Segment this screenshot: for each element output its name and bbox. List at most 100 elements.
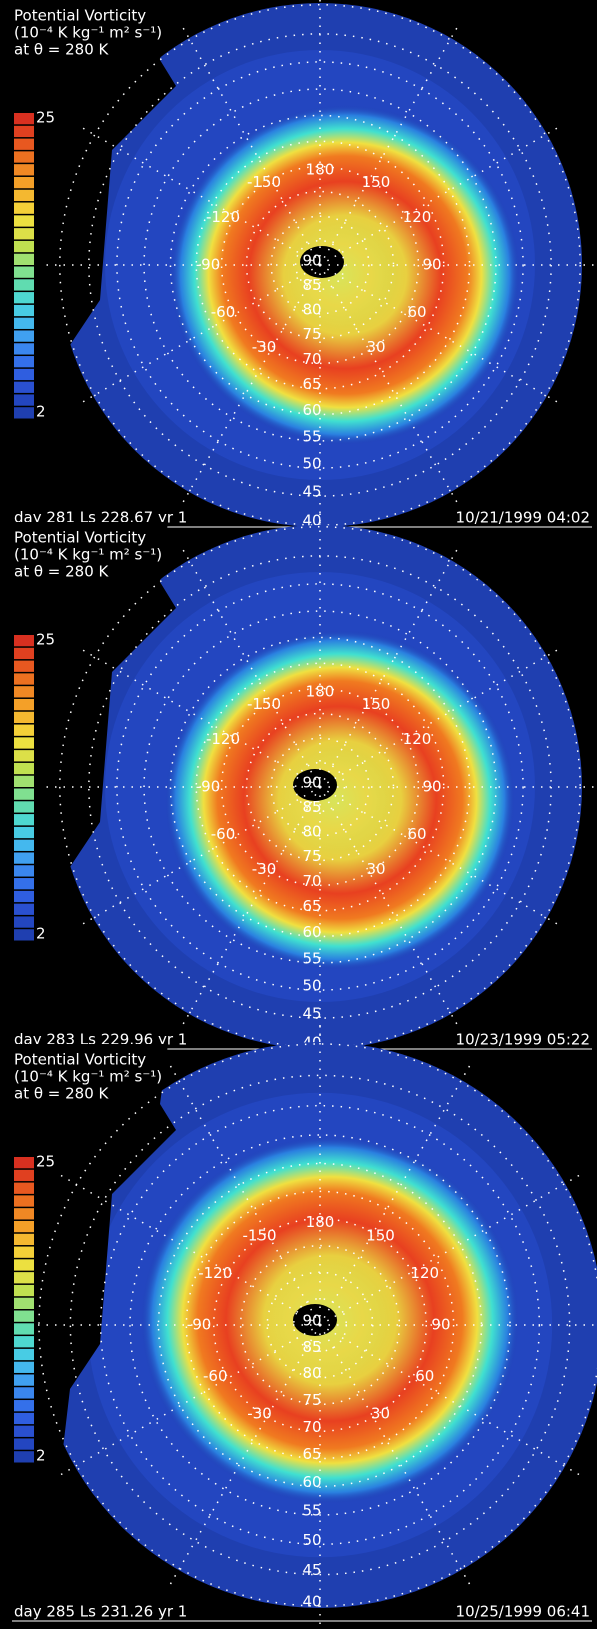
latitude-label: 45 bbox=[302, 1561, 321, 1579]
longitude-label: -30 bbox=[252, 860, 277, 878]
colorbar-step bbox=[14, 827, 34, 838]
latitude-label: 60 bbox=[302, 401, 321, 419]
latitude-label: 50 bbox=[302, 977, 321, 995]
latitude-label: 75 bbox=[302, 847, 321, 865]
colorbar-step bbox=[14, 712, 34, 723]
latitude-label: 85 bbox=[302, 798, 321, 816]
colorbar-step bbox=[14, 382, 34, 393]
colorbar-step bbox=[14, 330, 34, 341]
longitude-label: 150 bbox=[362, 173, 391, 191]
colorbar-step bbox=[14, 1298, 34, 1309]
colorbar-step bbox=[14, 203, 34, 214]
longitude-label: -30 bbox=[252, 338, 277, 356]
longitude-label: 150 bbox=[362, 695, 391, 713]
colorbar-step bbox=[14, 215, 34, 226]
title-line: (10⁻⁴ K kg⁻¹ m² s⁻¹) bbox=[14, 546, 162, 564]
colorbar-step bbox=[14, 1311, 34, 1322]
colorbar-step bbox=[14, 151, 34, 162]
longitude-label: -120 bbox=[206, 730, 240, 748]
longitude-label: 120 bbox=[410, 1264, 439, 1282]
colorbar-step bbox=[14, 1259, 34, 1270]
latitude-label: 70 bbox=[302, 350, 321, 368]
longitude-label: -60 bbox=[203, 1367, 228, 1385]
latitude-label: 55 bbox=[302, 949, 321, 967]
latitude-label: 65 bbox=[302, 897, 321, 915]
colorbar-step bbox=[14, 126, 34, 137]
colorbar-step bbox=[14, 891, 34, 902]
longitude-label: -30 bbox=[247, 1404, 272, 1422]
title-line: (10⁻⁴ K kg⁻¹ m² s⁻¹) bbox=[14, 24, 162, 42]
latitude-label: 80 bbox=[302, 822, 321, 840]
colorbar-max: 25 bbox=[36, 109, 55, 127]
longitude-label: 60 bbox=[415, 1367, 434, 1385]
longitude-label: 90 bbox=[431, 1316, 450, 1334]
latitude-label: 80 bbox=[302, 300, 321, 318]
colorbar-step bbox=[14, 878, 34, 889]
latitude-label: 70 bbox=[302, 872, 321, 890]
colorbar-max: 25 bbox=[36, 631, 55, 649]
colorbar-step bbox=[14, 1426, 34, 1437]
colorbar-min: 2 bbox=[36, 1447, 46, 1465]
longitude-label: -90 bbox=[196, 256, 221, 274]
footer-right: 10/25/1999 06:41 bbox=[456, 1603, 590, 1621]
latitude-label: 55 bbox=[302, 427, 321, 445]
longitude-label: -60 bbox=[211, 825, 236, 843]
title-line: Potential Vorticity bbox=[14, 529, 146, 547]
longitude-label: 150 bbox=[366, 1227, 395, 1245]
longitude-label: -90 bbox=[187, 1316, 212, 1334]
latitude-label: 80 bbox=[302, 1364, 321, 1382]
colorbar-step bbox=[14, 840, 34, 851]
colorbar-step bbox=[14, 1400, 34, 1411]
latitude-label: 50 bbox=[302, 455, 321, 473]
colorbar-step bbox=[14, 394, 34, 405]
colorbar-step bbox=[14, 1234, 34, 1245]
longitude-label: 30 bbox=[366, 338, 385, 356]
title-line: Potential Vorticity bbox=[14, 1051, 146, 1069]
latitude-label: 55 bbox=[302, 1502, 321, 1520]
latitude-label: 60 bbox=[302, 1473, 321, 1491]
colorbar-step bbox=[14, 1221, 34, 1232]
latitude-label: 90 bbox=[302, 252, 321, 270]
longitude-label: 30 bbox=[371, 1404, 390, 1422]
longitude-label: 30 bbox=[366, 860, 385, 878]
colorbar-step bbox=[14, 1208, 34, 1219]
colorbar-step bbox=[14, 929, 34, 940]
colorbar-step bbox=[14, 190, 34, 201]
title-line: at θ = 280 K bbox=[14, 1085, 110, 1103]
colorbar-step bbox=[14, 1247, 34, 1258]
colorbar-step bbox=[14, 865, 34, 876]
colorbar-step bbox=[14, 1183, 34, 1194]
latitude-label: 75 bbox=[302, 1391, 321, 1409]
colorbar-step bbox=[14, 1272, 34, 1283]
colorbar-max: 25 bbox=[36, 1153, 55, 1171]
colorbar-step bbox=[14, 1170, 34, 1181]
latitude-label: 45 bbox=[302, 1005, 321, 1023]
longitude-label: 90 bbox=[422, 778, 441, 796]
latitude-label: 65 bbox=[302, 1445, 321, 1463]
longitude-label: 180 bbox=[306, 683, 335, 701]
colorbar-step bbox=[14, 635, 34, 646]
colorbar-step bbox=[14, 1157, 34, 1168]
colorbar-step bbox=[14, 369, 34, 380]
colorbar-step bbox=[14, 318, 34, 329]
title-line: Potential Vorticity bbox=[14, 7, 146, 25]
colorbar-step bbox=[14, 164, 34, 175]
colorbar-step bbox=[14, 1349, 34, 1360]
colorbar-step bbox=[14, 699, 34, 710]
colorbar-step bbox=[14, 1413, 34, 1424]
colorbar-step bbox=[14, 139, 34, 150]
colorbar-step bbox=[14, 292, 34, 303]
colorbar-step bbox=[14, 1451, 34, 1462]
latitude-label: 85 bbox=[302, 276, 321, 294]
longitude-label: -150 bbox=[247, 695, 281, 713]
colorbar-step bbox=[14, 916, 34, 927]
longitude-label: 90 bbox=[422, 256, 441, 274]
latitude-label: 70 bbox=[302, 1418, 321, 1436]
colorbar-step bbox=[14, 737, 34, 748]
colorbar-step bbox=[14, 343, 34, 354]
longitude-label: -120 bbox=[206, 208, 240, 226]
latitude-label: 90 bbox=[302, 774, 321, 792]
colorbar-step bbox=[14, 356, 34, 367]
longitude-label: 120 bbox=[403, 730, 432, 748]
latitude-label: 40 bbox=[302, 1593, 321, 1611]
